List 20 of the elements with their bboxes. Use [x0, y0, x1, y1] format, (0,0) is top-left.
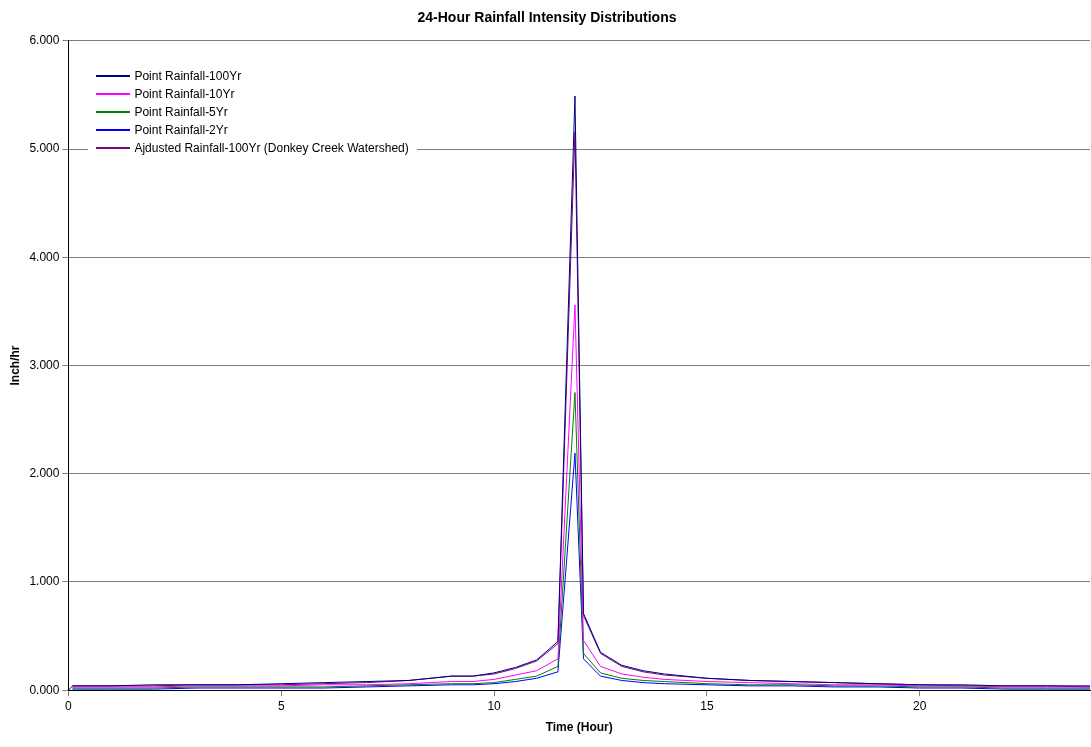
y-tick-label: 0.000	[29, 682, 60, 697]
y-tick-label: 6.000	[29, 33, 60, 48]
y-tick-label: 2.000	[29, 466, 60, 481]
legend-label: Point Rainfall-2Yr	[134, 122, 228, 137]
y-axis-title: Inch/hr	[7, 345, 22, 386]
x-tick-label: 0	[65, 698, 73, 713]
y-tick-label: 5.000	[29, 141, 60, 156]
legend-label: Point Rainfall-10Yr	[134, 86, 235, 101]
legend-label: Point Rainfall-5Yr	[134, 104, 228, 119]
x-tick-label: 10	[487, 698, 502, 713]
legend-label: Ajdusted Rainfall-100Yr (Donkey Creek Watershed)	[134, 140, 409, 155]
legend-label: Point Rainfall-100Yr	[134, 68, 242, 83]
y-tick-label: 4.000	[29, 249, 60, 264]
x-axis-title: Time (Hour)	[545, 720, 613, 735]
x-tick-label: 20	[913, 698, 927, 713]
y-tick-label: 1.000	[29, 574, 60, 589]
x-tick-label: 5	[277, 698, 285, 713]
chart-title: 24-Hour Rainfall Intensity Distributions	[417, 9, 677, 26]
y-tick-label: 3.000	[29, 357, 60, 372]
x-tick-label: 15	[700, 698, 714, 713]
